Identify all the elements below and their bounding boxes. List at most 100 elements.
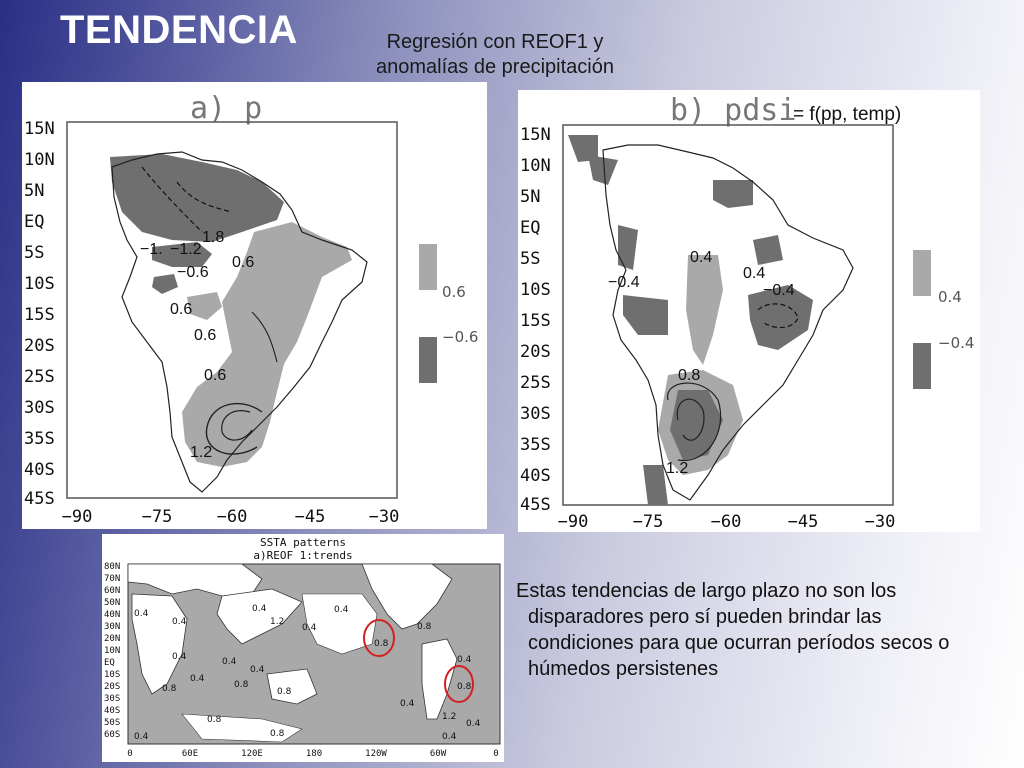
map-c-clabel: 0.8 xyxy=(162,684,177,694)
map-a-lat-axis: 15N 10N 5N EQ 5S 10S 15S 20S 25S 30S 35S… xyxy=(24,119,55,509)
map-c-lat-label: 80N xyxy=(104,562,120,572)
map-a-clabel: −1. xyxy=(140,241,163,258)
map-b-lat-label: 10N xyxy=(520,156,551,176)
map-a-lat-label: 30S xyxy=(24,398,55,418)
map-c-lat-label: 60N xyxy=(104,586,120,596)
map-b-svg: b) pdsi 0.4 0.4 −0.4 −0.4 0.8 1.2 15N 10… xyxy=(520,93,895,532)
map-c-lon-label: 120W xyxy=(365,749,387,759)
map-a-svg: a) p 1.8 −1. −1.2 −0.6 0.6 0.6 0.6 0.6 1… xyxy=(24,91,399,527)
map-c-clabel: 0.4 xyxy=(442,732,457,742)
map-c-lon-label: 120E xyxy=(241,749,263,759)
map-c-lat-label: 30S xyxy=(104,694,120,704)
map-a-contour-dashed xyxy=(141,166,203,233)
map-b-lon-label: −45 xyxy=(788,512,819,532)
map-c-clabel: 1.2 xyxy=(270,617,284,627)
map-b-contour-2 xyxy=(667,382,722,462)
map-b-clabel: −0.4 xyxy=(763,282,795,299)
map-a-negative-blob xyxy=(152,274,178,294)
map-panel-ssta: SSTA patterns a)REOF 1:trends 0.4 0.4 0.… xyxy=(102,534,504,762)
map-b-continent-outline xyxy=(602,144,854,501)
map-b-negative-sw xyxy=(623,295,668,335)
map-c-lon-label: 0 xyxy=(493,749,498,759)
map-b-clabel: 0.4 xyxy=(690,249,712,266)
map-a-legend-positive-label: 0.6 xyxy=(442,283,466,301)
map-c-land-namerica xyxy=(361,563,453,630)
map-b-negative-ne xyxy=(753,235,783,265)
map-c-clabel: 0.4 xyxy=(457,655,472,665)
map-b-lat-label: 10S xyxy=(520,280,551,300)
map-a-negative-north xyxy=(110,154,284,242)
map-b-lon-label: −75 xyxy=(633,512,664,532)
map-c-lat-label: 50N xyxy=(104,598,120,608)
subtitle-line-2: anomalías de precipitación xyxy=(376,56,614,78)
map-c-lon-axis: 0 60E 120E 180 120W 60W 0 xyxy=(127,749,498,759)
map-b-lat-axis: 15N 10N 5N EQ 5S 10S 15S 20S 25S 30S 35S… xyxy=(520,125,551,515)
map-a-frame xyxy=(66,121,398,499)
map-b-frame xyxy=(562,124,894,506)
map-c-clabel: 0.8 xyxy=(277,687,292,697)
map-b-clabel: 1.2 xyxy=(666,460,688,477)
map-a-clabel: 1.8 xyxy=(202,229,224,246)
map-b-positive-center xyxy=(686,255,723,365)
map-b-legend-negative-swatch xyxy=(913,343,931,389)
map-c-clabel: 0.4 xyxy=(466,719,481,729)
map-c-lat-label: EQ xyxy=(104,658,115,668)
map-b-legend-negative-label: −0.4 xyxy=(938,334,975,352)
map-a-lon-label: −45 xyxy=(295,507,326,527)
map-c-land-australia xyxy=(266,668,318,705)
map-b-legend-positive-label: 0.4 xyxy=(938,288,962,306)
map-c-clabel: 0.4 xyxy=(302,623,317,633)
pdsi-formula-note: = f(pp, temp) xyxy=(793,104,902,125)
map-b-clabel: 0.4 xyxy=(743,265,765,282)
map-a-positive-small xyxy=(187,292,222,320)
map-c-land-samerica xyxy=(421,638,458,720)
map-b-negative-far-south xyxy=(643,465,668,505)
map-b-negative-nw xyxy=(568,135,598,162)
map-b-negative-east xyxy=(748,285,813,350)
map-c-title-1: SSTA patterns xyxy=(260,536,346,549)
map-a-lat-label: 5S xyxy=(24,243,44,263)
map-c-clabel: 1.2 xyxy=(442,712,456,722)
map-a-clabel: 1.2 xyxy=(190,444,212,461)
map-b-negative-w xyxy=(618,225,638,270)
map-c-lon-label: 180 xyxy=(306,749,322,759)
map-c-clabel: 0.4 xyxy=(250,665,265,675)
map-a-clabel: 0.6 xyxy=(204,367,226,384)
map-c-ocean-pacific-white xyxy=(301,593,378,655)
map-b-lon-label: −90 xyxy=(558,512,589,532)
map-a-lon-label: −75 xyxy=(142,507,173,527)
map-c-clabel: 0.4 xyxy=(252,604,267,614)
slide-title: TENDENCIA xyxy=(60,8,298,52)
map-a-lon-label: −90 xyxy=(62,507,93,527)
map-c-clabel: 0.4 xyxy=(134,609,149,619)
map-a-clabel: 0.6 xyxy=(232,254,254,271)
map-c-title-2: a)REOF 1:trends xyxy=(253,549,352,562)
map-c-clabel: 0.4 xyxy=(134,732,149,742)
map-panel-precipitation: a) p 1.8 −1. −1.2 −0.6 0.6 0.6 0.6 0.6 1… xyxy=(22,82,487,529)
map-c-clabel: 0.4 xyxy=(222,657,237,667)
map-c-lat-label: 20S xyxy=(104,682,120,692)
map-c-clabel: 0.4 xyxy=(172,652,187,662)
map-b-lat-label: 45S xyxy=(520,495,551,515)
map-c-lat-label: 10N xyxy=(104,646,120,656)
map-b-lat-label: EQ xyxy=(520,218,540,238)
map-a-lat-label: 10N xyxy=(24,150,55,170)
map-a-lat-label: 15N xyxy=(24,119,55,139)
map-c-land-eurasia-n xyxy=(127,563,263,597)
map-a-lat-label: 5N xyxy=(24,181,44,201)
map-c-lat-label: 40N xyxy=(104,610,120,620)
map-c-lat-label: 50S xyxy=(104,718,120,728)
map-c-lat-label: 30N xyxy=(104,622,120,632)
map-c-lat-label: 10S xyxy=(104,670,120,680)
map-c-highlight-south-atlantic xyxy=(444,665,474,703)
map-c-highlight-north-pacific xyxy=(363,619,395,657)
map-a-lat-label: EQ xyxy=(24,212,44,232)
map-a-clabel: 0.6 xyxy=(170,301,192,318)
map-a-legend-positive-swatch xyxy=(419,244,437,290)
map-a-lon-label: −60 xyxy=(217,507,248,527)
map-a-negative-west xyxy=(152,242,212,267)
map-b-negative-n xyxy=(713,180,753,208)
map-a-continent-outline xyxy=(111,151,368,493)
map-b-lat-label: 15N xyxy=(520,125,551,145)
map-a-panel-label: a) p xyxy=(190,91,262,126)
